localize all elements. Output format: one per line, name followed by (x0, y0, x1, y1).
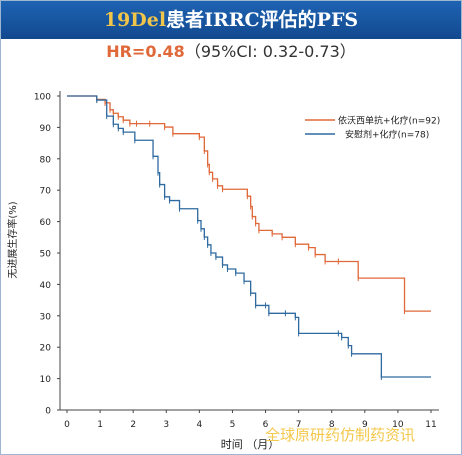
x-tick-label: 1 (97, 420, 103, 430)
hazard-ratio: HR=0.48 (106, 42, 185, 61)
y-axis-label: 无进展生存率(%) (6, 201, 19, 278)
confidence-interval: （95%CI: 0.32-0.73） (184, 42, 356, 61)
y-tick-label: 90 (40, 124, 52, 134)
watermark: 全球原研药仿制药资讯 (265, 426, 416, 444)
chart-header: 19Del患者IRRC评估的PFS (1, 1, 461, 39)
y-tick-label: 100 (34, 93, 51, 103)
legend-label-1: 依沃西单抗+化疗(n=92) (338, 115, 440, 127)
y-tick-label: 20 (40, 344, 52, 354)
x-tick-label: 10 (392, 420, 404, 430)
legend-label-2: 安慰剂+化疗(n=78) (345, 129, 429, 141)
y-tick-label: 50 (40, 250, 52, 260)
x-tick-label: 9 (362, 420, 368, 430)
x-axis-label: 时间 （月） (221, 438, 280, 451)
x-tick-label: 6 (263, 420, 269, 430)
y-tick-label: 10 (40, 375, 52, 385)
x-tick-label: 11 (425, 420, 436, 430)
title-accent: 19Del (103, 9, 167, 31)
y-tick-label: 30 (40, 312, 52, 322)
x-tick-label: 5 (230, 420, 236, 430)
hazard-ratio-line: HR=0.48（95%CI: 0.32-0.73） (1, 40, 461, 64)
series-layer (67, 95, 431, 381)
y-tick-label: 0 (45, 407, 51, 417)
x-tick-label: 4 (196, 420, 202, 430)
y-tick-label: 80 (40, 155, 52, 165)
series-2-line (67, 95, 431, 378)
x-tick-label: 0 (64, 420, 70, 430)
x-tick-label: 3 (163, 420, 169, 430)
y-tick-label: 70 (40, 187, 52, 197)
x-tick-label: 8 (329, 420, 335, 430)
x-tick-label: 7 (296, 420, 302, 430)
y-tick-label: 40 (40, 281, 52, 291)
x-tick-label: 2 (130, 420, 136, 430)
y-tick-label: 60 (40, 218, 52, 228)
title-rest: 患者IRRC评估的PFS (166, 9, 359, 31)
chart-axes: 0 10 20 30 40 50 60 70 80 90 100 0 1 2 3 4 5 6 7 8 9 10 11 (34, 91, 439, 430)
chart-legend: 依沃西单抗+化疗(n=92) 安慰剂+化疗(n=78) (305, 115, 440, 141)
